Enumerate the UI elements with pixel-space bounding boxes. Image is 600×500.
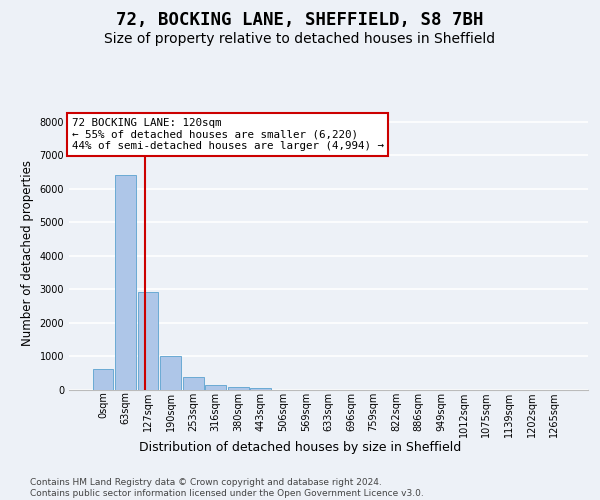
Text: Contains HM Land Registry data © Crown copyright and database right 2024.
Contai: Contains HM Land Registry data © Crown c… <box>30 478 424 498</box>
Bar <box>92 369 113 390</box>
Text: 72, BOCKING LANE, SHEFFIELD, S8 7BH: 72, BOCKING LANE, SHEFFIELD, S8 7BH <box>116 11 484 29</box>
Y-axis label: Number of detached properties: Number of detached properties <box>21 160 34 346</box>
Bar <box>205 384 226 390</box>
Bar <box>137 292 158 390</box>
Bar <box>115 174 136 390</box>
Text: Distribution of detached houses by size in Sheffield: Distribution of detached houses by size … <box>139 441 461 454</box>
Bar <box>160 356 181 390</box>
Text: 72 BOCKING LANE: 120sqm
← 55% of detached houses are smaller (6,220)
44% of semi: 72 BOCKING LANE: 120sqm ← 55% of detache… <box>71 118 383 151</box>
Bar <box>183 378 203 390</box>
Bar <box>250 388 271 390</box>
Text: Size of property relative to detached houses in Sheffield: Size of property relative to detached ho… <box>104 32 496 46</box>
Bar <box>228 387 248 390</box>
